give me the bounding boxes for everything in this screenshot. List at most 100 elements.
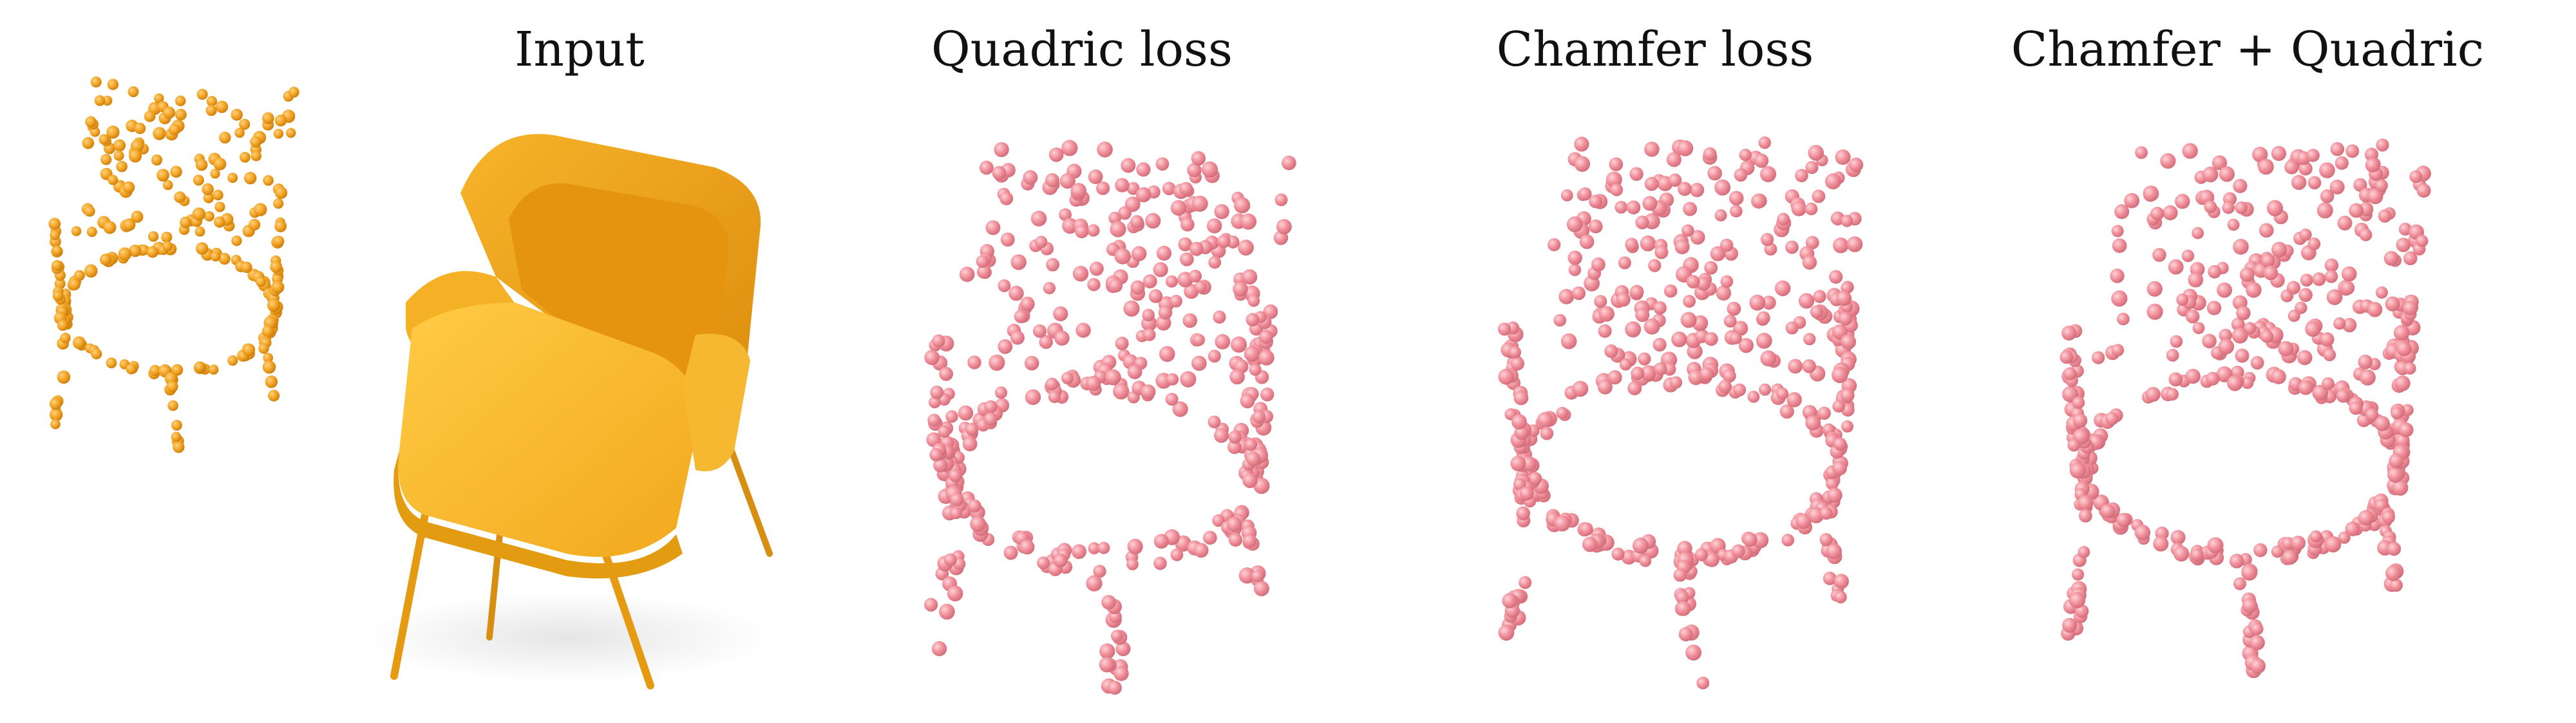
point <box>1024 355 1039 371</box>
point <box>2376 138 2389 152</box>
point <box>208 364 219 375</box>
point <box>2160 153 2176 169</box>
point <box>2176 294 2189 306</box>
point <box>2382 510 2396 524</box>
point <box>1142 274 1157 288</box>
point <box>983 412 998 426</box>
point <box>1694 548 1708 561</box>
point <box>1037 556 1050 570</box>
point <box>286 127 296 138</box>
point <box>2072 568 2085 581</box>
point <box>945 410 958 423</box>
point <box>2145 387 2161 402</box>
point <box>2392 480 2409 496</box>
point <box>2342 266 2357 282</box>
point <box>2396 238 2410 252</box>
point <box>2338 531 2351 544</box>
point <box>1734 168 1748 182</box>
point <box>1833 237 1849 254</box>
point <box>1786 392 1802 408</box>
point <box>2181 249 2195 263</box>
point <box>1609 157 1624 171</box>
point <box>1170 200 1187 216</box>
point <box>1625 238 1638 251</box>
point <box>1704 552 1719 567</box>
point <box>1259 330 1273 344</box>
point <box>1101 595 1116 610</box>
point <box>924 597 938 612</box>
point <box>1191 355 1207 371</box>
point <box>998 279 1011 292</box>
point <box>927 413 941 427</box>
point <box>1165 393 1179 406</box>
point <box>1143 328 1156 341</box>
point <box>2251 622 2264 635</box>
point <box>2207 537 2224 554</box>
point <box>205 104 217 117</box>
point <box>1648 259 1662 272</box>
point <box>2333 317 2346 330</box>
point <box>999 191 1014 205</box>
point <box>931 641 947 657</box>
point <box>1130 280 1145 295</box>
point <box>1761 296 1776 310</box>
point <box>1035 236 1048 249</box>
point <box>1566 216 1583 232</box>
point <box>1014 309 1028 323</box>
point <box>2192 227 2204 239</box>
point <box>1680 312 1697 328</box>
point <box>929 396 941 409</box>
point <box>1619 358 1632 371</box>
point <box>1516 506 1530 521</box>
point <box>1240 393 1255 409</box>
point <box>2134 525 2151 541</box>
point <box>2252 146 2268 163</box>
point <box>998 339 1013 354</box>
point <box>234 127 245 138</box>
point <box>2374 416 2391 431</box>
point <box>924 350 940 366</box>
point <box>1201 161 1218 178</box>
point <box>1808 145 1824 161</box>
point <box>116 160 128 173</box>
point <box>939 366 953 381</box>
point <box>1607 370 1622 385</box>
point <box>1572 380 1589 397</box>
point <box>1833 574 1849 589</box>
point <box>2375 286 2388 299</box>
point <box>2298 380 2313 395</box>
point <box>1203 531 1217 545</box>
point <box>1591 257 1605 272</box>
point <box>1132 246 1147 261</box>
point <box>1010 254 1027 270</box>
point <box>1127 364 1142 379</box>
point <box>218 252 231 265</box>
point <box>1589 194 1603 209</box>
point <box>1704 332 1718 346</box>
point <box>2069 592 2086 608</box>
point <box>1653 301 1667 315</box>
point <box>2320 332 2334 347</box>
point <box>1835 149 1851 165</box>
point <box>267 298 281 312</box>
point <box>108 174 118 185</box>
point <box>52 260 62 271</box>
point <box>180 216 192 229</box>
point <box>1062 218 1078 234</box>
point <box>113 150 124 161</box>
point <box>1668 173 1682 187</box>
point <box>2062 617 2078 633</box>
point <box>100 154 112 165</box>
point <box>1214 204 1229 220</box>
point <box>2105 411 2119 426</box>
point <box>1059 208 1072 221</box>
point <box>1099 643 1115 659</box>
point <box>2398 422 2414 437</box>
reference-point-cloud <box>48 76 299 453</box>
point <box>2299 229 2312 241</box>
point <box>2271 369 2286 384</box>
point <box>1727 301 1741 316</box>
point <box>206 96 218 107</box>
point <box>1513 390 1529 406</box>
point <box>1087 224 1100 237</box>
